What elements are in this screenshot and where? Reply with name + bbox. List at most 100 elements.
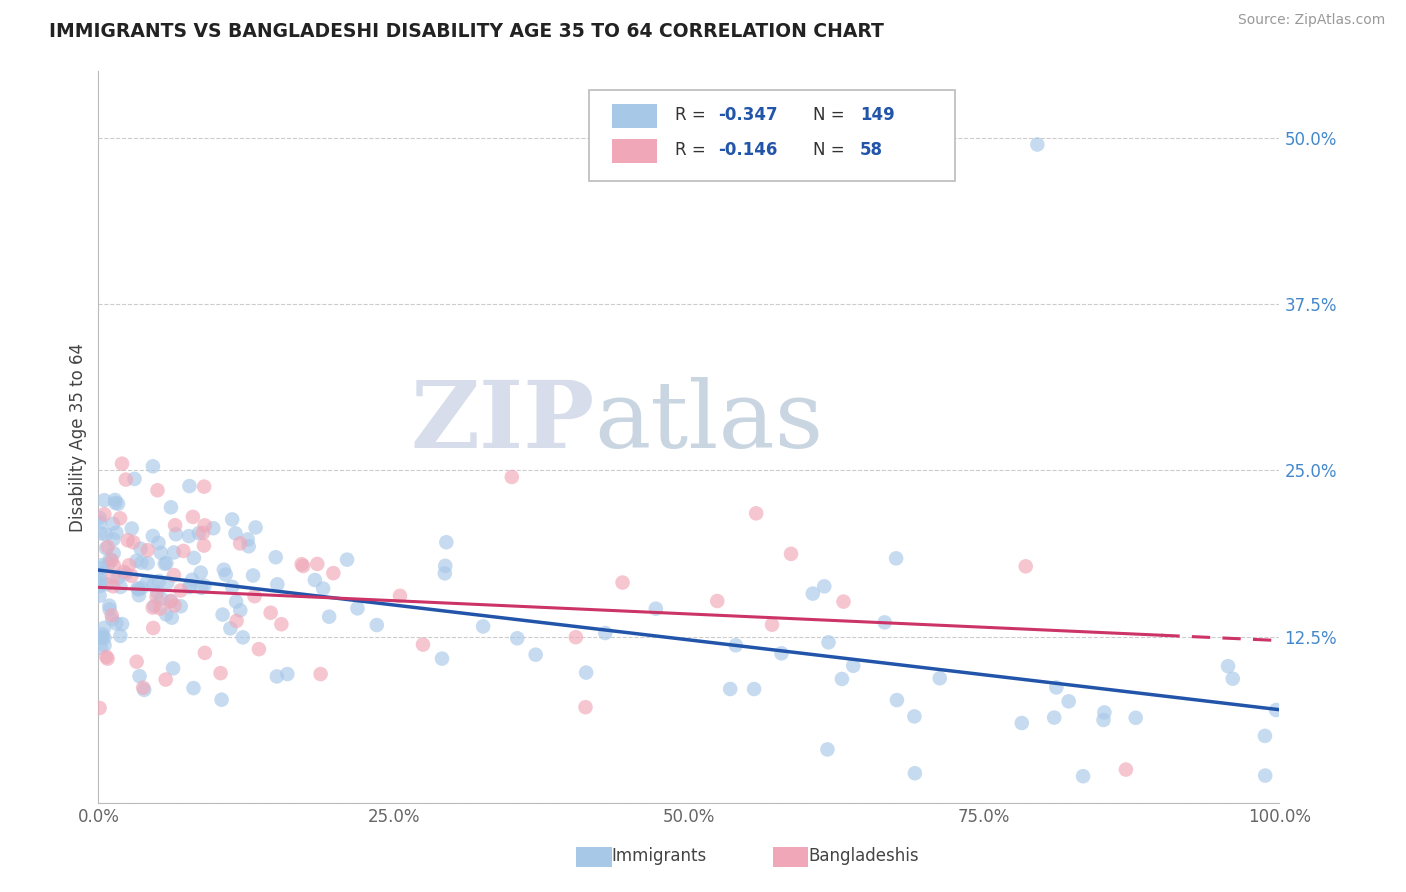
Point (307, 557, 329, 571)
Point (1254, 729, 1277, 743)
Point (179, 579, 201, 593)
Point (128, 669, 150, 683)
Point (131, 581, 153, 595)
Point (163, 599, 186, 613)
Point (150, 591, 173, 606)
Text: N =: N = (813, 141, 845, 159)
Point (153, 557, 176, 571)
Point (165, 527, 187, 541)
Point (1254, 768, 1277, 782)
Point (595, 626, 617, 640)
Point (114, 567, 136, 582)
Point (211, 692, 233, 706)
Point (142, 529, 165, 543)
Point (118, 558, 141, 573)
Point (100, 608, 122, 623)
Point (163, 545, 186, 559)
Point (1222, 672, 1244, 686)
Point (225, 594, 247, 608)
Point (132, 681, 155, 695)
Point (128, 588, 150, 602)
Point (89, 576, 111, 591)
Point (232, 631, 254, 645)
Point (718, 681, 741, 696)
Point (336, 552, 359, 566)
Point (125, 655, 148, 669)
Point (221, 580, 243, 594)
Point (193, 579, 215, 593)
Point (238, 539, 260, 553)
Point (110, 629, 132, 643)
Point (89, 701, 111, 715)
Point (817, 742, 839, 756)
Point (111, 457, 134, 471)
Point (107, 571, 129, 585)
Point (229, 536, 252, 550)
Point (103, 579, 125, 593)
Point (145, 590, 167, 604)
Text: atlas: atlas (595, 377, 824, 467)
Point (780, 547, 803, 561)
Point (103, 533, 125, 547)
Point (322, 566, 344, 581)
Bar (576, 847, 612, 867)
Text: 149: 149 (860, 106, 896, 124)
Point (928, 671, 950, 685)
Point (1026, 137, 1049, 152)
Point (904, 766, 927, 780)
Point (136, 556, 159, 570)
Point (142, 621, 165, 635)
Point (1045, 681, 1067, 695)
Point (148, 574, 170, 588)
Point (304, 573, 326, 587)
Point (134, 682, 156, 697)
Point (1057, 694, 1080, 708)
Point (121, 522, 143, 536)
Point (89, 566, 111, 581)
Point (127, 582, 149, 597)
Point (245, 520, 267, 534)
Point (1015, 559, 1038, 574)
Point (136, 543, 159, 558)
Point (142, 600, 165, 615)
Point (98, 552, 121, 566)
Text: -0.146: -0.146 (718, 141, 778, 159)
Text: R =: R = (675, 141, 706, 159)
Point (813, 579, 835, 593)
Point (131, 556, 153, 570)
Point (122, 535, 145, 549)
Point (114, 473, 136, 487)
Point (309, 667, 332, 681)
Point (150, 546, 173, 560)
Point (93, 631, 115, 645)
Point (101, 516, 124, 531)
Text: R =: R = (675, 106, 706, 124)
Y-axis label: Disability Age 35 to 64: Disability Age 35 to 64 (69, 343, 87, 532)
Point (1043, 710, 1066, 724)
Point (93, 493, 115, 508)
Point (1115, 763, 1137, 777)
Point (190, 566, 212, 580)
Point (236, 533, 259, 547)
Point (160, 610, 183, 624)
Point (105, 525, 128, 540)
Point (412, 638, 434, 652)
Text: N =: N = (813, 106, 845, 124)
Point (291, 558, 314, 572)
Point (155, 673, 177, 687)
Point (266, 669, 288, 683)
Point (98, 599, 121, 613)
Point (91, 627, 114, 641)
Bar (612, 104, 657, 128)
Point (103, 546, 125, 560)
Point (94, 541, 117, 556)
Point (91, 631, 114, 645)
Point (242, 568, 264, 582)
Point (89, 579, 111, 593)
Text: Immigrants: Immigrants (612, 847, 707, 865)
Point (221, 512, 243, 526)
Text: 58: 58 (860, 141, 883, 159)
Point (110, 580, 132, 594)
Point (169, 583, 191, 598)
Point (90, 640, 112, 655)
